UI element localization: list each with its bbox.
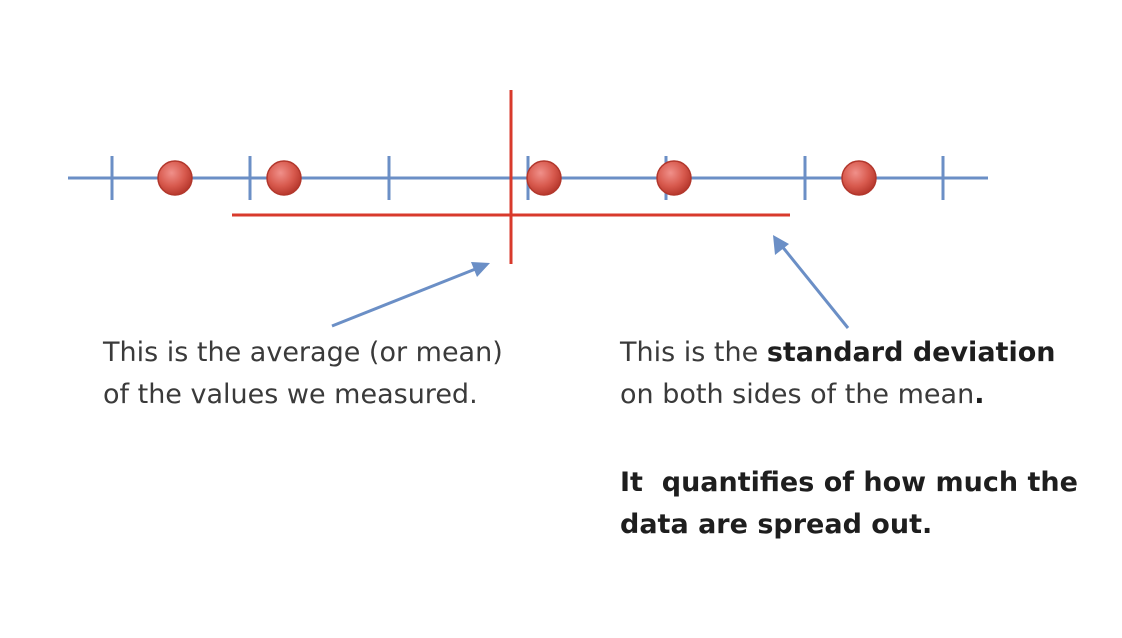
sd-caption-period: . [974, 379, 985, 410]
data-point [266, 160, 302, 196]
data-point [841, 160, 877, 196]
standard-deviation-caption: This is the standard deviation on both s… [620, 332, 1100, 416]
spread-caption-line2: data are spread out. [620, 509, 933, 540]
mean-caption: This is the average (or mean) of the val… [103, 332, 573, 416]
sd-caption-prefix: This is the [620, 337, 767, 368]
spread-caption-line1: It quantifies of how much the [620, 467, 1078, 498]
standard-deviation-arrow [773, 235, 850, 329]
spread-caption: It quantifies of how much the data are s… [620, 462, 1100, 546]
sd-caption-term: standard deviation [766, 337, 1056, 368]
mean-caption-line1: This is the average (or mean) [103, 337, 503, 368]
data-point [157, 160, 193, 196]
data-point [526, 160, 562, 196]
data-point [656, 160, 692, 196]
sd-caption-line2: on both sides of the mean [620, 379, 975, 410]
mean-caption-line2: of the values we measured. [103, 379, 478, 410]
mean-arrow [331, 262, 490, 328]
